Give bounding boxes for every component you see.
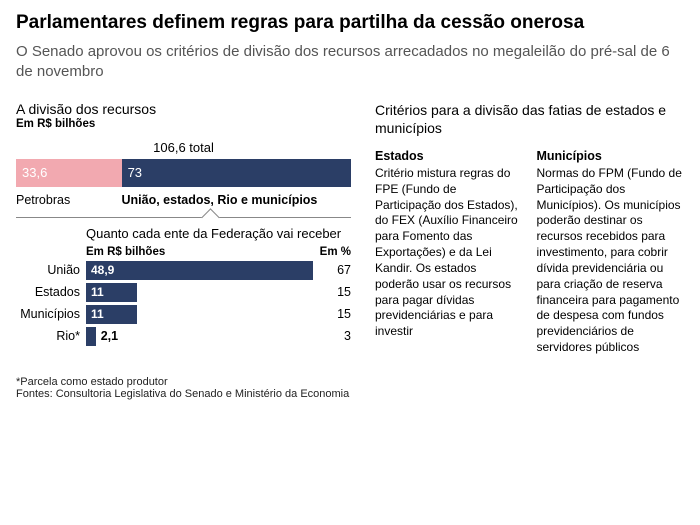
row-bar: 48,9	[86, 261, 313, 280]
row-name: Estados	[16, 285, 86, 299]
left-unit: Em R$ bilhões	[16, 118, 351, 130]
row-bar-wrap: 48,9	[86, 261, 313, 280]
table-row: Rio* 2,1 3	[16, 327, 351, 346]
row-pct: 15	[313, 285, 351, 299]
right-title: Critérios para a divisão das fatias de e…	[375, 101, 684, 137]
stacked-segment-caption: Petrobras	[16, 193, 122, 207]
row-bar-wrap: 2,1	[86, 327, 313, 346]
left-panel: A divisão dos recursos Em R$ bilhões 106…	[16, 101, 351, 400]
subhead: O Senado aprovou os critérios de divisão…	[16, 42, 684, 83]
row-bar-wrap: 11	[86, 283, 313, 302]
row-bar-wrap: 11	[86, 305, 313, 324]
stacked-bar-labels: PetrobrasUnião, estados, Rio e município…	[16, 193, 351, 207]
stacked-segment: 73	[122, 159, 351, 187]
criteria-column: Municípios Normas do FPM (Fundo de Partic…	[537, 149, 685, 356]
callout-rule	[16, 217, 351, 218]
row-pct: 67	[313, 263, 351, 277]
right-panel: Critérios para a divisão das fatias de e…	[375, 101, 684, 400]
table-row: Estados11 15	[16, 283, 351, 302]
breakdown-col-heads: Em R$ bilhões Em %	[86, 246, 351, 258]
content-columns: A divisão dos recursos Em R$ bilhões 106…	[16, 101, 684, 400]
right-columns: Estados Critério mistura regras do FPE (F…	[375, 149, 684, 356]
stacked-segment-caption: União, estados, Rio e municípios	[122, 193, 318, 207]
table-row: União48,967	[16, 261, 351, 280]
col-head-value: Em R$ bilhões	[86, 246, 313, 258]
footnote: *Parcela como estado produtor	[16, 376, 351, 388]
row-bar: 11	[86, 283, 137, 302]
headline: Parlamentares definem regras para partil…	[16, 12, 684, 34]
row-name: Municípios	[16, 307, 86, 321]
row-name: Rio*	[16, 329, 86, 343]
left-title: A divisão dos recursos	[16, 101, 351, 117]
criteria-body: Critério mistura regras do FPE (Fundo de…	[375, 166, 523, 340]
col-head-pct: Em %	[313, 246, 351, 258]
criteria-head: Municípios	[537, 149, 685, 163]
row-pct: 15	[313, 307, 351, 321]
row-bar: 11	[86, 305, 137, 324]
row-bar	[86, 327, 96, 346]
row-bar-value: 2,1	[101, 327, 118, 346]
stacked-bar: 33,673	[16, 159, 351, 187]
stacked-segment: 33,6	[16, 159, 122, 187]
criteria-head: Estados	[375, 149, 523, 163]
breakdown-rows: União48,967 Estados11 15 Municípios11 15 Rio*…	[16, 261, 351, 346]
breakdown-title: Quanto cada ente da Federação vai recebe…	[86, 226, 351, 242]
total-label: 106,6 total	[16, 140, 351, 155]
criteria-column: Estados Critério mistura regras do FPE (F…	[375, 149, 523, 356]
table-row: Municípios11 15	[16, 305, 351, 324]
row-name: União	[16, 263, 86, 277]
row-pct: 3	[313, 329, 351, 343]
criteria-body: Normas do FPM (Fundo de Participação dos…	[537, 166, 685, 356]
source: Fontes: Consultoria Legislativa do Senad…	[16, 388, 351, 400]
